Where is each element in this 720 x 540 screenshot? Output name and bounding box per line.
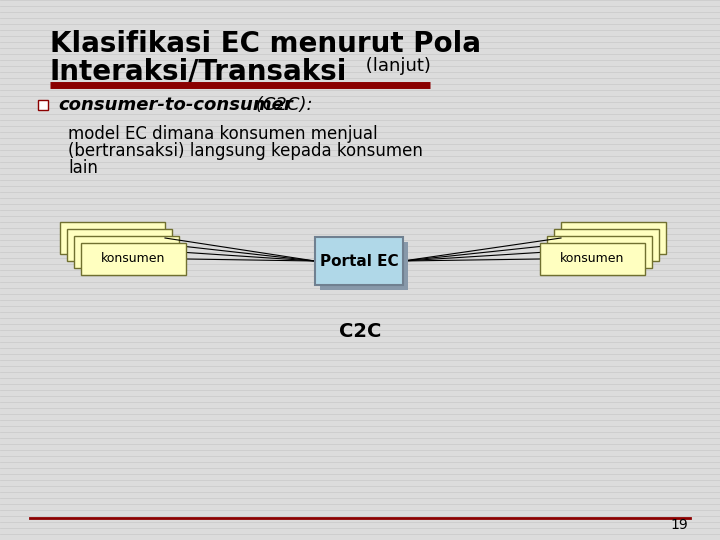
Text: (lanjut): (lanjut)	[360, 57, 431, 75]
FancyBboxPatch shape	[547, 236, 652, 268]
Text: Portal EC: Portal EC	[320, 253, 398, 268]
FancyBboxPatch shape	[320, 242, 408, 290]
FancyBboxPatch shape	[540, 243, 645, 275]
Text: (bertransaksi) langsung kepada konsumen: (bertransaksi) langsung kepada konsumen	[68, 142, 423, 160]
FancyBboxPatch shape	[561, 222, 666, 254]
Text: konsumen: konsumen	[560, 253, 625, 266]
FancyBboxPatch shape	[315, 237, 403, 285]
FancyBboxPatch shape	[60, 222, 165, 254]
Text: model EC dimana konsumen menjual: model EC dimana konsumen menjual	[68, 125, 377, 143]
Text: Klasifikasi EC menurut Pola: Klasifikasi EC menurut Pola	[50, 30, 481, 58]
Text: (C2C):: (C2C):	[250, 96, 312, 114]
FancyBboxPatch shape	[81, 243, 186, 275]
Text: lain: lain	[68, 159, 98, 177]
FancyBboxPatch shape	[554, 229, 659, 261]
FancyBboxPatch shape	[38, 100, 48, 110]
Text: C2C: C2C	[339, 322, 381, 341]
Text: konsumen: konsumen	[102, 253, 166, 266]
Text: consumer-to-consumer: consumer-to-consumer	[58, 96, 293, 114]
FancyBboxPatch shape	[74, 236, 179, 268]
FancyBboxPatch shape	[67, 229, 172, 261]
Text: Interaksi/Transaksi: Interaksi/Transaksi	[50, 58, 347, 86]
Text: 19: 19	[670, 518, 688, 532]
